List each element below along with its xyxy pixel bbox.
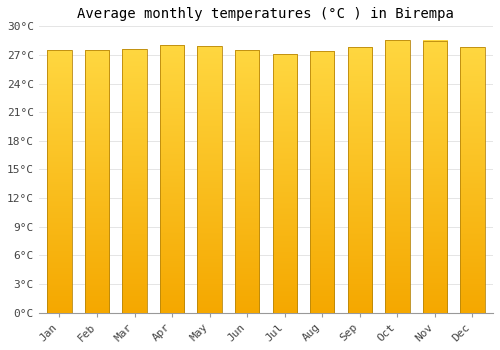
- Bar: [160, 46, 184, 313]
- Bar: [310, 51, 334, 313]
- Bar: [348, 47, 372, 313]
- Bar: [422, 41, 447, 313]
- Bar: [48, 50, 72, 313]
- Bar: [460, 47, 484, 313]
- Bar: [85, 50, 109, 313]
- Bar: [122, 49, 146, 313]
- Bar: [385, 40, 409, 313]
- Bar: [272, 54, 297, 313]
- Title: Average monthly temperatures (°C ) in Birempa: Average monthly temperatures (°C ) in Bi…: [78, 7, 454, 21]
- Bar: [235, 50, 260, 313]
- Bar: [198, 46, 222, 313]
